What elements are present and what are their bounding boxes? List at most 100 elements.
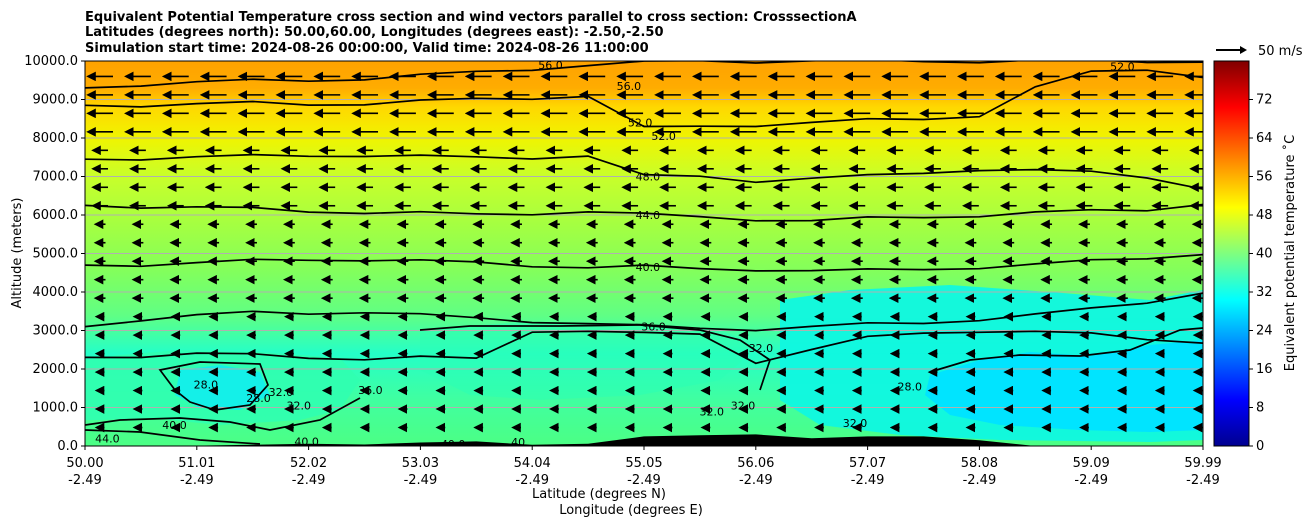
- gridlines: [85, 61, 1203, 446]
- contour-line: [85, 330, 1203, 365]
- contour-label: 28.0: [246, 392, 271, 405]
- contour-lines: [85, 61, 1203, 445]
- x-axis-label-latitude: Latitude (degrees N): [532, 487, 666, 502]
- contour-line: [85, 61, 1203, 89]
- contour-label: 28.0: [194, 378, 219, 391]
- colorbar-tick-label: 40: [1256, 247, 1273, 262]
- contour-line: [85, 69, 1203, 128]
- x-tick-label-lat: 59.09: [1073, 456, 1110, 471]
- x-tick-label-lat: 53.03: [402, 456, 439, 471]
- colorbar: 0 8 16 24 32 40 48 56 64 72 Equivalent potential …: [1213, 60, 1298, 454]
- title-line-3: Simulation start time: 2024-08-26 00:00:…: [85, 41, 649, 56]
- x-tick-label-lat: 55.05: [625, 456, 662, 471]
- contour-label: 28.0: [898, 380, 923, 393]
- y-tick-label: 8000.0: [33, 131, 79, 146]
- contour-label: 32.0: [749, 342, 774, 355]
- contour-label: 52.0: [1110, 60, 1135, 73]
- x-tick-label-lon: -2.49: [292, 473, 326, 488]
- x-tick-label-lon: -2.49: [739, 473, 773, 488]
- y-tick-label: 6000.0: [33, 208, 79, 223]
- y-axis-label: Altitude (meters): [10, 198, 25, 309]
- x-tick-label-lat: 51.01: [178, 456, 215, 471]
- contour-labels: 56.056.052.052.052.048.044.040.036.032.0…: [95, 59, 1135, 451]
- wind-key-arrowhead: [1240, 46, 1247, 54]
- contour-label: 56.0: [538, 59, 563, 72]
- x-tick-label-lon: -2.49: [1186, 473, 1220, 488]
- x-tick-label-lon: -2.49: [963, 473, 997, 488]
- y-tick-label: 4000.0: [33, 285, 79, 300]
- contour-label: 40: [511, 436, 525, 449]
- y-tick-label: 9000.0: [33, 93, 79, 108]
- colorbar-tick-label: 72: [1256, 93, 1273, 108]
- y-tick-label: 0.0: [57, 439, 78, 454]
- x-tick-label-lon: -2.49: [515, 473, 549, 488]
- y-tick-label: 3000.0: [33, 324, 79, 339]
- contour-label: 44.0: [636, 209, 661, 222]
- contour-label: 32.0: [287, 400, 312, 413]
- contour-label: 40.0: [441, 438, 466, 451]
- colorbar-tick-label: 8: [1256, 401, 1264, 416]
- contour-label: 32.0: [269, 386, 294, 399]
- colorbar-ticks: 0 8 16 24 32 40 48 56 64 72: [1249, 93, 1273, 454]
- y-tick-label: 7000.0: [33, 170, 79, 185]
- contour-label: 56.0: [617, 80, 642, 93]
- contour-line: [419, 324, 772, 391]
- y-tick-label: 1000.0: [33, 401, 79, 416]
- contour-label: 32.0: [699, 405, 724, 418]
- wind-vectors: [86, 71, 1203, 433]
- colorbar-tick-label: 16: [1256, 362, 1273, 377]
- wind-key: 50 m/s: [1216, 44, 1303, 59]
- x-tick-label-lat: 57.07: [849, 456, 886, 471]
- x-tick-label-lon: -2.49: [180, 473, 214, 488]
- x-tick-label-lon: -2.49: [627, 473, 661, 488]
- terrain-silhouette: [85, 434, 1203, 446]
- contour-label: 40.0: [162, 419, 187, 432]
- plot-area: 56.056.052.052.052.048.044.040.036.032.0…: [85, 59, 1203, 451]
- title-line-2: Latitudes (degrees north): 50.00,60.00, …: [85, 25, 664, 40]
- contour-line: [85, 253, 1203, 272]
- contour-label: 36.0: [358, 384, 383, 397]
- colorbar-tick-label: 32: [1256, 285, 1273, 300]
- colorbar-tick-label: 24: [1256, 324, 1273, 339]
- contour-label: 40.0: [636, 261, 661, 274]
- middle-band: [420, 322, 760, 400]
- colorbar-tick-label: 0: [1256, 439, 1264, 454]
- y-tick-label: 2000.0: [33, 362, 79, 377]
- colorbar-tick-label: 48: [1256, 208, 1273, 223]
- x-tick-label-lat: 52.02: [290, 456, 327, 471]
- contour-line: [85, 203, 1203, 222]
- colorbar-tick-label: 56: [1256, 170, 1273, 185]
- cold-core-north: [925, 340, 1203, 432]
- contour-line: [85, 153, 1203, 190]
- x-tick-label-lat: 50.00: [66, 456, 103, 471]
- x-tick-label-lon: -2.49: [68, 473, 102, 488]
- contour-label: 0: [705, 436, 712, 449]
- contour-label: 48.0: [636, 171, 661, 184]
- contour-label: 32.0: [843, 417, 868, 430]
- y-axis: 0.0 1000.0 2000.0 3000.0 4000.0 5000.0 6000.0 7…: [24, 54, 85, 454]
- colorbar-label: Equivalent potential temperature ˚C: [1282, 135, 1298, 371]
- contour-label: 44.0: [95, 432, 120, 445]
- contour-label: 52.0: [651, 130, 676, 143]
- contour-label: 40.0: [294, 435, 319, 448]
- x-axis: 50.00 -2.49 51.01 -2.49 52.02 -2.49 53.03 -2.49…: [66, 446, 1222, 488]
- contour-label: 36.0: [641, 321, 666, 334]
- colorbar-tick-label: 64: [1256, 131, 1273, 146]
- y-tick-label: 10000.0: [24, 54, 78, 69]
- contour-line: [85, 429, 261, 445]
- contour-label: 52.0: [628, 117, 653, 130]
- contour-label: 32.0: [731, 400, 756, 413]
- x-tick-label-lat: 54.04: [514, 456, 551, 471]
- title-line-1: Equivalent Potential Temperature cross s…: [85, 10, 857, 25]
- x-tick-label-lat: 56.06: [737, 456, 774, 471]
- x-axis-label-longitude: Longitude (degrees E): [559, 503, 703, 518]
- wind-key-label: 50 m/s: [1258, 44, 1303, 59]
- colorbar-gradient: [1213, 60, 1250, 447]
- x-tick-label-lat: 59.99: [1184, 456, 1221, 471]
- y-tick-label: 5000.0: [33, 247, 79, 262]
- x-tick-label-lat: 58.08: [961, 456, 998, 471]
- x-tick-label-lon: -2.49: [404, 473, 438, 488]
- x-tick-label-lon: -2.49: [851, 473, 885, 488]
- chart-title: Equivalent Potential Temperature cross s…: [85, 10, 857, 56]
